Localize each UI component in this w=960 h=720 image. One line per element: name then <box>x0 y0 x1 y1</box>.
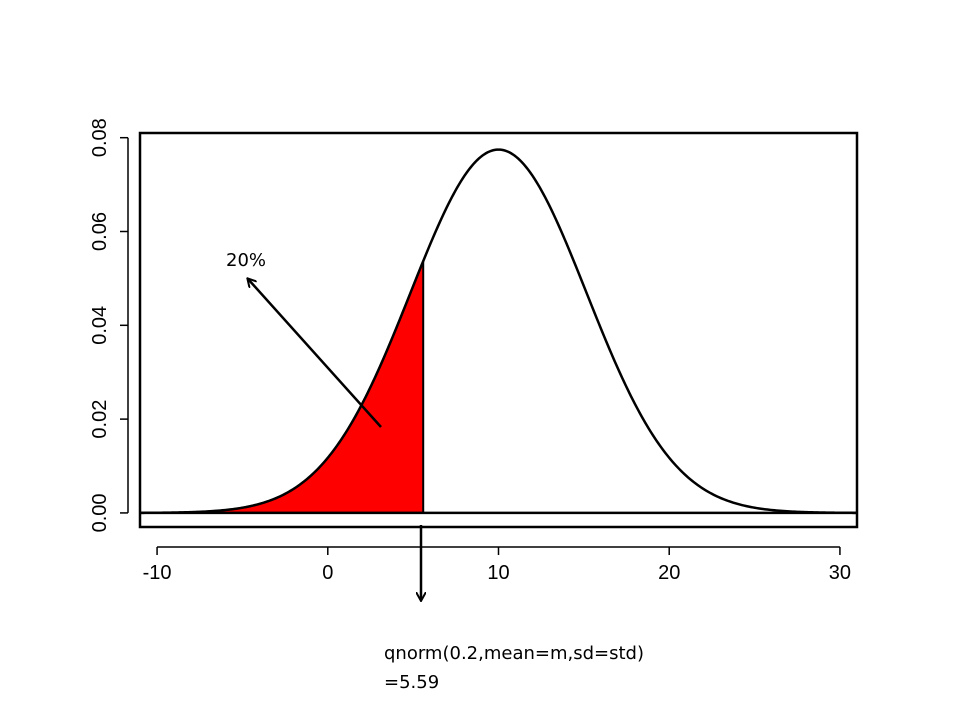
formula-annotation-line2: =5.59 <box>384 672 439 693</box>
formula-annotation-line1: qnorm(0.2,mean=m,sd=std) <box>384 643 644 664</box>
shaded-tail-area-layer <box>139 260 425 514</box>
axes-layer: -10 0 10 20 30 0.00 0.02 0.04 0.06 0.08 <box>89 118 851 584</box>
y-tick-label: 0.00 <box>89 493 111 532</box>
percent-annotation-label: 20% <box>226 250 266 271</box>
x-tick-label: 20 <box>658 562 680 584</box>
x-tick-label: 10 <box>487 562 509 584</box>
percent-annotation-arrow <box>248 279 382 428</box>
y-tick-label: 0.02 <box>89 400 111 439</box>
plot-frame <box>138 131 859 529</box>
y-tick-label: 0.06 <box>89 212 111 251</box>
shaded-tail-area <box>139 260 425 514</box>
density-curve <box>139 148 858 515</box>
y-tick-label: 0.04 <box>89 306 111 345</box>
x-tick-label: 0 <box>322 562 333 584</box>
x-tick-label: 30 <box>829 562 851 584</box>
density-curve-layer <box>139 148 858 515</box>
y-tick-label: 0.08 <box>89 118 111 157</box>
x-tick-label: -10 <box>143 562 172 584</box>
